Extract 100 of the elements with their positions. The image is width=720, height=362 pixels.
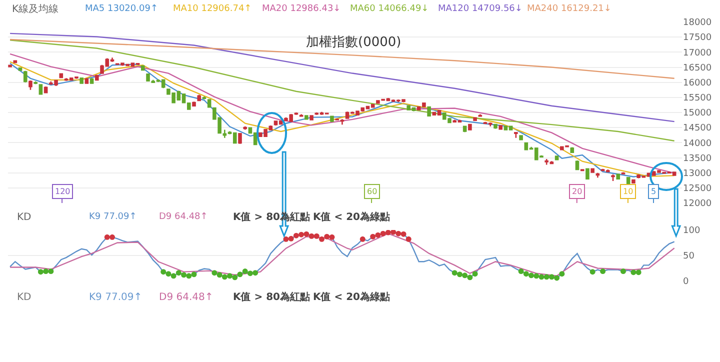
y-tick-label: 16500 [683, 63, 712, 74]
candlestick [202, 96, 206, 100]
y-tick-label: 15000 [683, 108, 712, 119]
text: K值 > 80為紅點 [233, 291, 310, 303]
point [636, 270, 642, 276]
point [620, 268, 626, 274]
y-tick-label: 12000 [683, 199, 712, 210]
point [528, 272, 534, 278]
candlestick [494, 123, 498, 130]
candlestick [621, 172, 626, 175]
text: K值 < 20為綠點 [313, 211, 390, 223]
point [283, 236, 289, 242]
point [467, 274, 473, 280]
point [212, 270, 218, 276]
point [456, 272, 462, 278]
text: MA60 14066.49↓ [350, 4, 429, 14]
text: K9 77.09↑ [89, 212, 137, 222]
point [304, 231, 310, 237]
point [406, 236, 412, 242]
y-tick-label: 0 [683, 277, 689, 288]
candlestick [468, 123, 472, 131]
text: KD [17, 292, 32, 303]
point [554, 275, 560, 281]
point [237, 272, 243, 278]
candlestick [570, 146, 574, 154]
legend-title: K線及均線 [12, 3, 59, 15]
candlestick [84, 77, 89, 84]
text: 加權指數(0000) [306, 35, 402, 50]
y-tick-label: 16000 [683, 78, 712, 88]
point [360, 236, 366, 242]
point [534, 273, 540, 279]
point [176, 270, 182, 276]
point [222, 274, 228, 280]
text: MA20 12986.43↓ [262, 4, 341, 14]
y-tick-label: 15500 [683, 94, 712, 104]
point [227, 273, 233, 279]
point [329, 234, 335, 240]
point [375, 232, 381, 238]
candlestick [90, 77, 94, 84]
candlestick [427, 106, 431, 118]
point [319, 236, 324, 242]
point [160, 269, 166, 275]
point [390, 230, 396, 235]
point [247, 270, 253, 276]
candlestick [80, 76, 84, 84]
point [400, 231, 406, 237]
point [43, 268, 49, 274]
y-tick-label: 50 [683, 252, 695, 262]
candlestick [197, 94, 202, 102]
point [170, 273, 176, 279]
point [216, 272, 222, 278]
candlestick [590, 168, 594, 174]
candlestick [473, 116, 477, 122]
point [380, 230, 386, 236]
annotation: 10 [623, 187, 634, 196]
point [590, 269, 596, 275]
candlestick [299, 114, 304, 118]
candlestick [478, 114, 482, 118]
annotation: 20 [572, 187, 582, 196]
text: MA120 14709.56↓ [438, 4, 522, 14]
y-tick-label: 13000 [683, 168, 712, 179]
point [191, 272, 197, 278]
candlestick [59, 72, 64, 79]
point [518, 268, 524, 274]
point [472, 271, 478, 277]
y-tick-label: 12500 [683, 184, 712, 194]
point [48, 268, 54, 274]
point [109, 234, 115, 240]
candlestick [596, 172, 600, 178]
y-tick-label: 17500 [683, 33, 712, 44]
text: K值 < 20為綠點 [313, 291, 390, 303]
candlestick [626, 176, 630, 185]
candlestick [462, 125, 467, 133]
line-series [9, 32, 675, 122]
point [166, 271, 172, 277]
candlestick [616, 173, 620, 180]
candlestick [34, 80, 38, 85]
point [38, 269, 44, 275]
candlestick [23, 70, 28, 83]
candlestick [514, 132, 518, 138]
y-tick-label: 100 [683, 226, 700, 236]
candlestick [310, 114, 314, 121]
point [548, 274, 554, 280]
annotation: 5 [651, 187, 656, 196]
point [298, 232, 304, 238]
point [293, 232, 299, 238]
text: K9 77.09↑ [89, 292, 142, 303]
point [252, 270, 258, 276]
candlestick [8, 64, 12, 68]
annotation: 60 [367, 187, 378, 196]
candlestick [498, 124, 502, 130]
point [181, 272, 187, 278]
text: MA240 16129.21↓ [527, 4, 612, 14]
point [288, 236, 294, 242]
y-tick-label: 13500 [683, 154, 712, 164]
point [523, 271, 529, 277]
point [232, 274, 238, 280]
point [452, 270, 458, 276]
point [308, 233, 314, 239]
candlestick [192, 100, 196, 108]
